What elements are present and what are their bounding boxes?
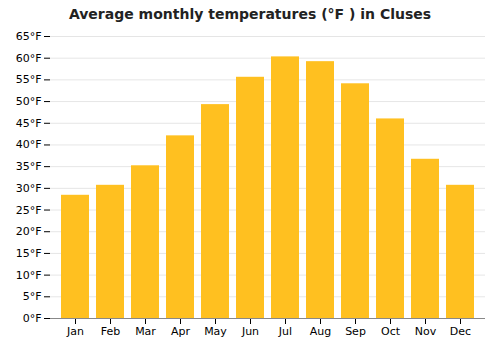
svg-text:Jul: Jul xyxy=(278,325,292,338)
svg-text:25°F: 25°F xyxy=(16,204,42,217)
html-text:Average monthly temperatures (: Average monthly temperatures (°F ) in Cl… xyxy=(68,6,432,22)
svg-text:50°F: 50°F xyxy=(16,95,42,108)
svg-text:Jan: Jan xyxy=(66,325,84,338)
svg-text:30°F: 30°F xyxy=(16,182,42,195)
svg-text:15°F: 15°F xyxy=(16,247,42,260)
svg-text:45°F: 45°F xyxy=(16,117,42,130)
svg-text:Jun: Jun xyxy=(241,325,259,338)
svg-text:Oct: Oct xyxy=(381,325,401,338)
svg-text:35°F: 35°F xyxy=(16,160,42,173)
svg-text:5°F: 5°F xyxy=(23,290,42,303)
svg-text:40°F: 40°F xyxy=(16,138,42,151)
svg-text:60°F: 60°F xyxy=(16,52,42,65)
svg-text:Sep: Sep xyxy=(345,325,366,338)
svg-text:Nov: Nov xyxy=(415,325,437,338)
svg-text:Aug: Aug xyxy=(310,325,331,338)
svg-text:Mar: Mar xyxy=(135,325,156,338)
svg-text:May: May xyxy=(204,325,227,338)
svg-text:Apr: Apr xyxy=(171,325,191,338)
svg-text:0°F: 0°F xyxy=(23,312,42,325)
svg-text:10°F: 10°F xyxy=(16,269,42,282)
svg-text:Feb: Feb xyxy=(101,325,120,338)
svg-text:Dec: Dec xyxy=(450,325,471,338)
svg-text:20°F: 20°F xyxy=(16,225,42,238)
svg-text:65°F: 65°F xyxy=(16,30,42,43)
svg-text:55°F: 55°F xyxy=(16,73,42,86)
